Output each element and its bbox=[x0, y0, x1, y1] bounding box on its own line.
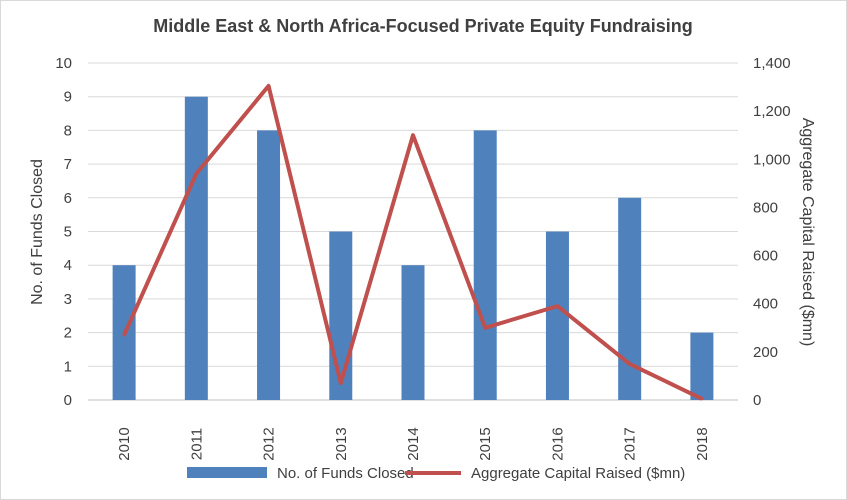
x-tick-label: 2012 bbox=[261, 427, 278, 460]
right-tick-label: 1,200 bbox=[753, 103, 791, 120]
left-tick-label: 2 bbox=[64, 325, 72, 342]
left-tick-label: 10 bbox=[55, 55, 72, 72]
line-point-2018 bbox=[700, 397, 704, 401]
left-tick-label: 7 bbox=[64, 156, 72, 173]
right-tick-label: 800 bbox=[753, 199, 778, 216]
x-axis-ticks: 2010 2011 2012 2013 2014 2015 2016 2017 2018 bbox=[116, 427, 711, 460]
right-tick-label: 200 bbox=[753, 344, 778, 361]
left-tick-label: 9 bbox=[64, 89, 72, 106]
line-point-2010 bbox=[122, 333, 126, 337]
right-tick-label: 400 bbox=[753, 296, 778, 313]
right-tick-label: 1,400 bbox=[753, 55, 791, 72]
bar-2014 bbox=[401, 265, 425, 400]
left-tick-label: 1 bbox=[64, 358, 72, 375]
line-point-2014 bbox=[411, 133, 415, 137]
legend-bar-swatch bbox=[187, 467, 267, 478]
right-axis-ticks: 0 200 400 600 800 1,000 1,200 1,400 bbox=[753, 55, 791, 409]
x-tick-label: 2011 bbox=[188, 428, 205, 460]
left-tick-label: 8 bbox=[64, 122, 72, 139]
x-tick-label: 2016 bbox=[549, 427, 566, 460]
legend: No. of Funds Closed Aggregate Capital Ra… bbox=[187, 465, 685, 482]
x-tick-label: 2015 bbox=[477, 427, 494, 460]
right-tick-label: 600 bbox=[753, 248, 778, 265]
chart-title: Middle East & North Africa-Focused Priva… bbox=[153, 16, 692, 36]
line-point-2017 bbox=[628, 362, 632, 366]
x-tick-label: 2017 bbox=[622, 427, 639, 460]
right-tick-label: 0 bbox=[753, 392, 761, 409]
left-tick-label: 6 bbox=[64, 190, 72, 207]
line-point-2012 bbox=[267, 84, 271, 88]
line-point-2015 bbox=[483, 326, 487, 330]
x-tick-label: 2014 bbox=[405, 427, 422, 460]
right-axis-title: Aggregate Capital Raised ($mn) bbox=[799, 118, 816, 347]
bar-2015 bbox=[473, 130, 497, 400]
left-tick-label: 0 bbox=[64, 392, 72, 409]
left-axis-title: No. of Funds Closed bbox=[29, 159, 46, 305]
x-tick-label: 2018 bbox=[694, 427, 711, 460]
left-tick-label: 3 bbox=[64, 291, 72, 308]
line-series bbox=[122, 83, 704, 401]
left-axis-ticks: 0 1 2 3 4 5 6 7 8 9 10 bbox=[55, 55, 72, 409]
bar-2018 bbox=[690, 332, 714, 400]
line-point-2011 bbox=[194, 172, 198, 176]
left-tick-label: 5 bbox=[64, 224, 72, 241]
x-tick-label: 2010 bbox=[116, 427, 133, 460]
bar-2012 bbox=[257, 130, 281, 400]
bar-2016 bbox=[545, 231, 569, 400]
bar-2011 bbox=[184, 96, 208, 400]
x-tick-label: 2013 bbox=[333, 427, 350, 460]
line-point-2016 bbox=[555, 304, 559, 308]
right-tick-label: 1,000 bbox=[753, 151, 791, 168]
legend-bar-label: No. of Funds Closed bbox=[277, 465, 414, 482]
legend-line-label: Aggregate Capital Raised ($mn) bbox=[471, 465, 685, 482]
bar-2017 bbox=[618, 197, 642, 400]
line-point-2013 bbox=[339, 381, 343, 385]
left-tick-label: 4 bbox=[64, 257, 72, 274]
